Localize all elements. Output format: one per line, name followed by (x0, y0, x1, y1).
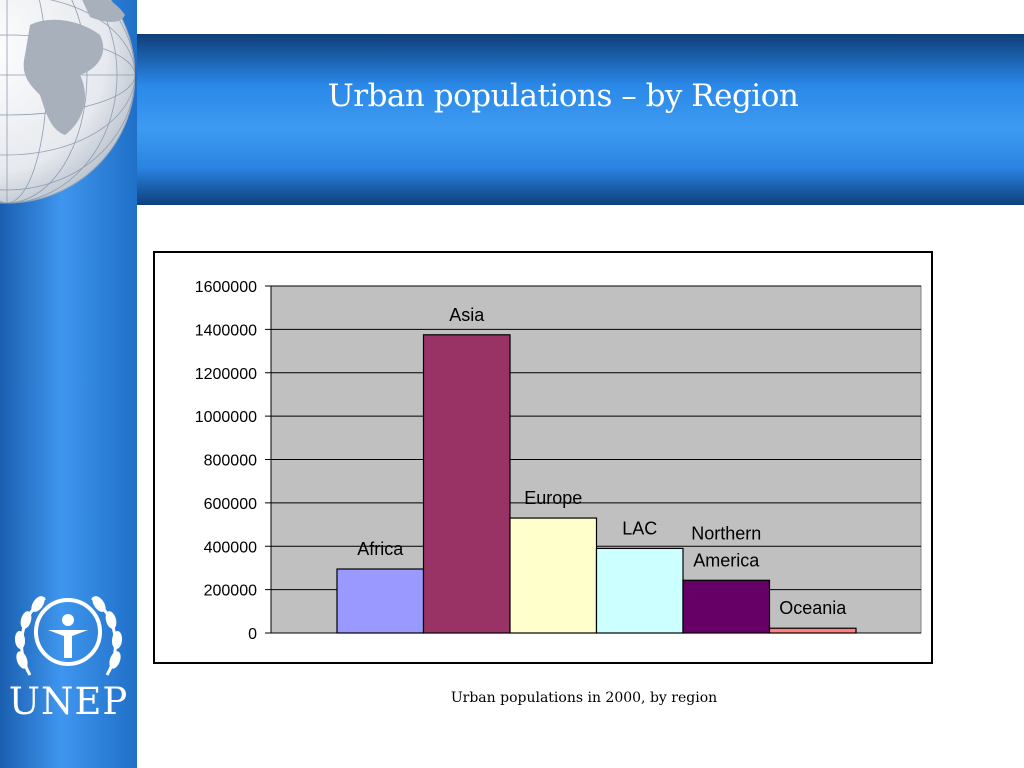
bar-lac (595, 547, 684, 634)
y-tick-label: 1200000 (195, 366, 257, 383)
y-tick-label: 600000 (204, 496, 257, 513)
bar-northern-america (682, 579, 771, 634)
bar-asia (422, 334, 511, 634)
bar-data-label: Asia (449, 305, 485, 325)
y-tick-label: 1600000 (195, 279, 257, 296)
bar-europe (509, 517, 598, 634)
y-tick-label: 400000 (204, 539, 257, 556)
y-tick-label: 800000 (204, 453, 257, 470)
slide-title: Urban populations – by Region (327, 78, 799, 114)
chart-frame: 0 200000 400000 600000 800000 1000000 1200000 1… (153, 251, 933, 664)
title-banner (137, 34, 1024, 205)
y-tick-label: 0 (248, 626, 257, 643)
bar-oceania (768, 627, 857, 634)
y-tick-label: 1400000 (195, 322, 257, 339)
chart-caption: Urban populations in 2000, by region (450, 690, 718, 706)
bar-chart: 0 200000 400000 600000 800000 1000000 1200000 1… (195, 279, 922, 643)
bar-africa (336, 568, 425, 634)
sidebar-panel: UNEP (0, 0, 137, 768)
bar-data-label: Northern America (691, 523, 761, 570)
bar-data-label: Europe (524, 488, 582, 508)
unep-logo-text: UNEP (8, 680, 129, 723)
bar-data-label: Oceania (779, 598, 847, 618)
y-tick-label: 200000 (204, 583, 257, 600)
bar-data-label: Africa (357, 539, 404, 559)
unep-logo-icon (14, 596, 123, 676)
globe-icon (0, 0, 135, 204)
bar-data-label: LAC (622, 518, 657, 538)
y-tick-label: 1000000 (195, 409, 257, 426)
